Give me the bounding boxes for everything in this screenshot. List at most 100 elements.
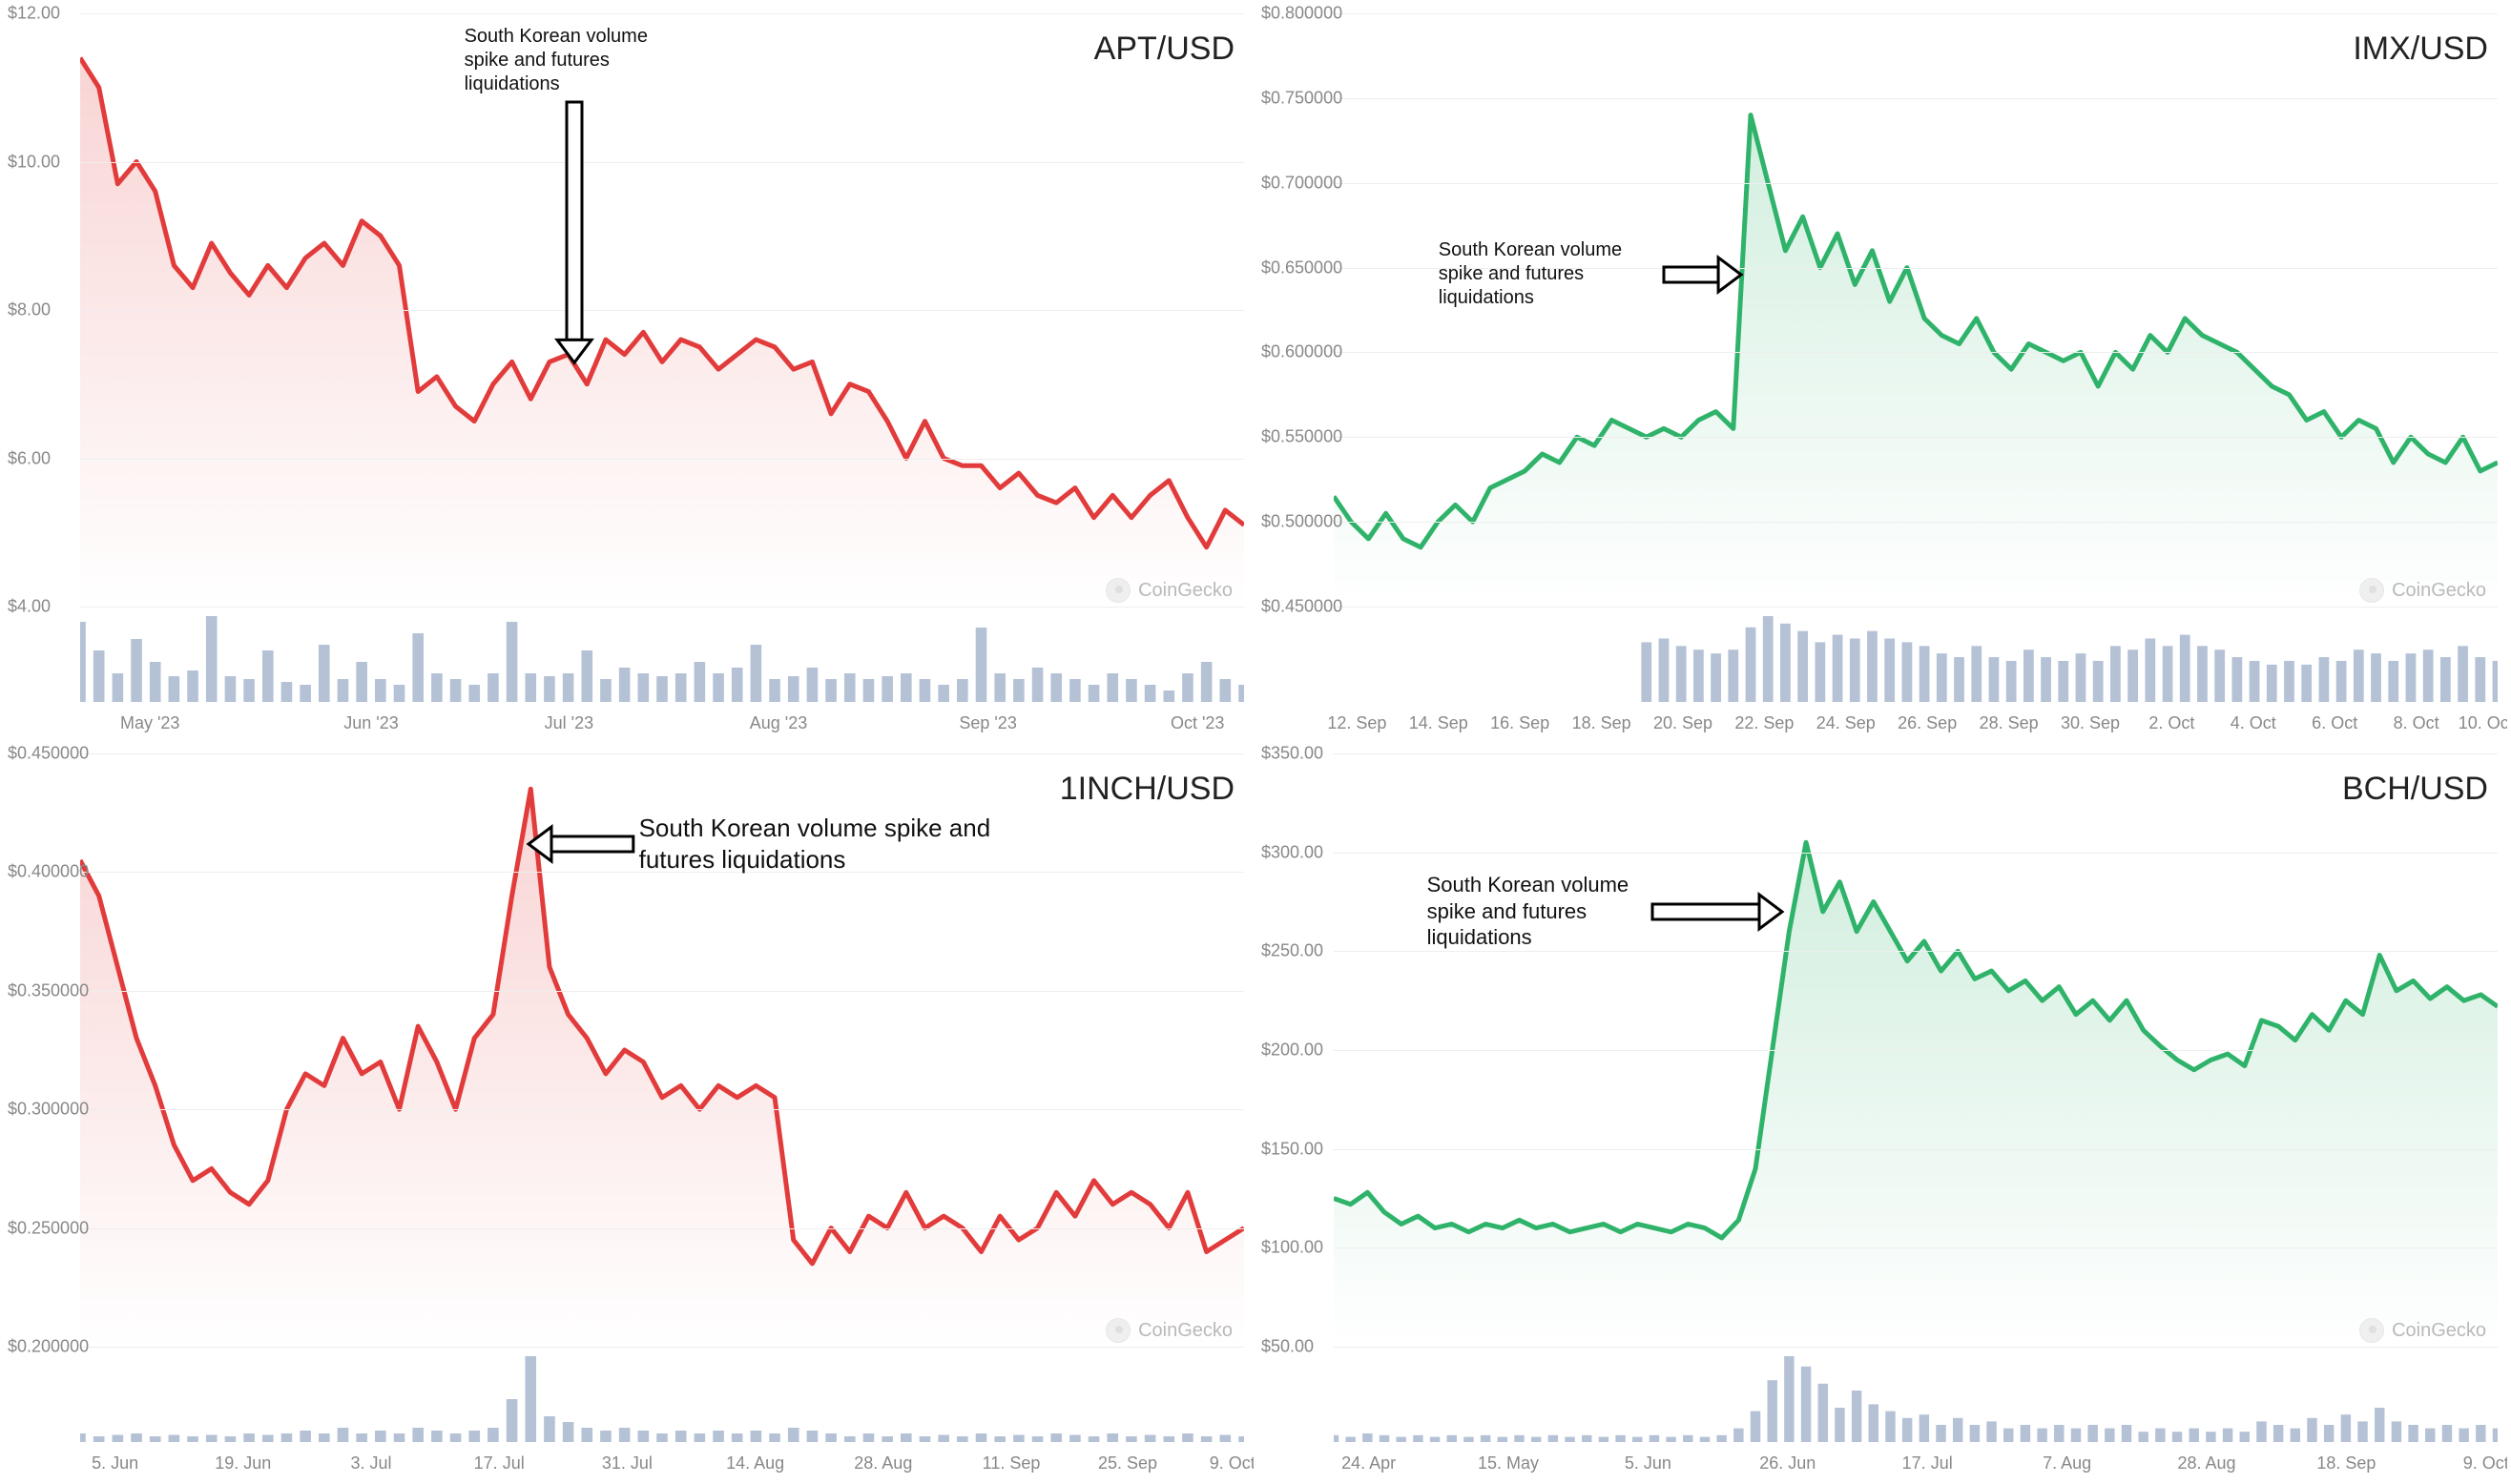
volume-bar [281, 682, 293, 702]
volume-bar [1238, 685, 1244, 702]
volume-bar [619, 1428, 631, 1442]
volume-bar [807, 1431, 819, 1442]
volume-bar [1107, 673, 1118, 702]
volume-bar [262, 650, 274, 702]
y-axis-label: $10.00 [8, 152, 60, 172]
volume-bar [2041, 657, 2051, 702]
x-axis-label: 17. Jul [474, 1453, 525, 1474]
volume-bar [1920, 1414, 1929, 1442]
volume-bar [2301, 665, 2312, 702]
y-axis-label: $6.00 [8, 448, 51, 468]
volume-bar [619, 668, 631, 702]
volume-bar [1220, 679, 1232, 702]
volume-bar [300, 1431, 311, 1442]
volume-bar [1659, 638, 1670, 702]
x-axis-label: 18. Sep [2316, 1453, 2376, 1474]
y-axis-label: $0.350000 [8, 980, 89, 1000]
volume-bar [468, 1431, 480, 1442]
volume-bar [1733, 1429, 1743, 1442]
x-axis-label: 19. Jun [215, 1453, 271, 1474]
volume-bar [1801, 1367, 1811, 1442]
volume-bar [807, 668, 819, 702]
volume-bar [938, 685, 949, 702]
x-axis-label: 24. Sep [1816, 713, 1876, 733]
volume-bar [2392, 1421, 2401, 1442]
volume-bar [525, 1356, 536, 1442]
volume-bar [2284, 661, 2294, 702]
x-axis-label: 9. Oct [2463, 1453, 2507, 1474]
volume-bar [1676, 646, 1687, 702]
y-axis-label: $50.00 [1261, 1337, 1314, 1357]
volume-bar [507, 1399, 518, 1442]
y-axis-label: $0.800000 [1261, 4, 1342, 24]
volume-bar [1380, 1435, 1389, 1442]
volume-bar [394, 1433, 405, 1442]
volume-bar [1069, 679, 1081, 702]
volume-bar [93, 650, 105, 702]
volume-bar [1641, 642, 1651, 702]
volume-bar [431, 673, 443, 702]
y-axis-label: $4.00 [8, 597, 51, 617]
volume-bar [976, 628, 987, 702]
volume-bar [2214, 649, 2225, 702]
volume-bar [2336, 661, 2347, 702]
volume-bar [675, 673, 687, 702]
price-area [1334, 115, 2498, 607]
volume-bar [525, 673, 536, 702]
x-axis-label: 15. May [1478, 1453, 1539, 1474]
volume-bar [1334, 1435, 1339, 1442]
y-axis-label: $0.700000 [1261, 173, 1342, 193]
x-axis-label: Jul '23 [545, 713, 593, 733]
x-axis-label: 5. Jun [1625, 1453, 1671, 1474]
annotation-label: South Korean volume spike and futures li… [1427, 872, 1647, 951]
volume-bar [1937, 653, 1947, 702]
volume-bar [976, 1433, 987, 1442]
watermark-text: CoinGecko [1138, 1320, 1233, 1342]
volume-bar [2138, 1432, 2148, 1442]
volume-bar [2423, 649, 2434, 702]
panel-1inch: CoinGeckoSouth Korean volume spike and f… [4, 744, 1254, 1480]
volume-bar [1514, 1435, 1524, 1442]
volume-bar [2021, 1425, 2030, 1442]
x-axis-label: 28. Sep [1980, 713, 2039, 733]
volume-bar [563, 673, 574, 702]
volume-bar [2291, 1429, 2300, 1442]
x-axis-label: 6. Oct [2312, 713, 2357, 733]
volume-bar [1716, 1435, 1726, 1442]
volume-bar [1201, 662, 1213, 702]
volume-bar [1751, 1412, 1760, 1442]
pair-title: BCH/USD [2342, 771, 2488, 808]
volume-bar [1693, 649, 1704, 702]
volume-bar [1850, 638, 1860, 702]
x-axis-label: Oct '23 [1171, 713, 1224, 733]
x-axis-label: 20. Sep [1653, 713, 1712, 733]
volume-bar [2155, 1429, 2165, 1442]
volume-bar [1182, 673, 1193, 702]
volume-bar [1145, 1435, 1156, 1442]
volume-bar [825, 1433, 837, 1442]
x-axis-label: 16. Sep [1490, 713, 1549, 733]
volume-bar [1182, 1433, 1193, 1442]
y-axis-label: $0.600000 [1261, 342, 1342, 362]
volume-bar [2458, 646, 2468, 702]
volume-bar [825, 679, 837, 702]
source-watermark: CoinGecko [2359, 578, 2486, 603]
x-axis-label: 26. Sep [1898, 713, 1957, 733]
annotation-arrow-icon [506, 815, 662, 873]
source-watermark: CoinGecko [1106, 578, 1233, 603]
volume-bar [1835, 1408, 1844, 1442]
volume-bar [2110, 646, 2121, 702]
x-axis-label: 25. Sep [1098, 1453, 1157, 1474]
volume-bar [2307, 1418, 2316, 1442]
pair-title: 1INCH/USD [1060, 771, 1235, 808]
volume-bar [1548, 1435, 1558, 1442]
volume-bar [1032, 668, 1044, 702]
volume-bar [319, 645, 330, 702]
volume-bar [507, 622, 518, 702]
volume-bar [600, 1431, 612, 1442]
volume-bar [1615, 1435, 1625, 1442]
volume-bar [338, 1428, 349, 1442]
volume-bar [2459, 1429, 2468, 1442]
y-axis-label: $12.00 [8, 4, 60, 24]
x-axis-label: 3. Jul [350, 1453, 391, 1474]
